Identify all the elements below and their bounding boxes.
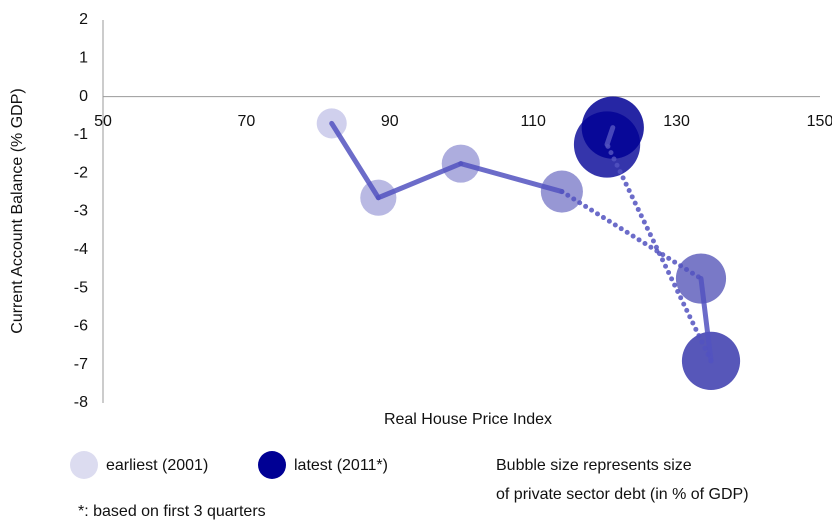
x-tick-label: 50 [94,113,112,130]
legend-label: earliest (2001) [106,457,208,474]
y-tick-label: -4 [74,241,88,258]
y-tick-label: -2 [74,164,88,181]
x-tick-label: 130 [663,113,690,130]
connector [604,125,616,147]
y-tick-label: -5 [74,279,88,296]
x-tick-label: 70 [238,113,256,130]
connector [604,141,714,364]
y-tick-label: 0 [79,88,88,105]
y-tick-label: -7 [74,356,88,373]
connector [559,189,704,282]
y-tick-label: -1 [74,126,88,143]
connector [329,120,381,201]
y-tick-label: 1 [79,50,88,67]
y-tick-label: -8 [74,394,88,411]
legend-swatch [70,451,98,479]
x-tick-label: 110 [520,113,546,130]
legend-swatch [258,451,286,479]
x-tick-label: 150 [807,113,832,130]
connector [698,276,714,364]
x-axis-title: Real House Price Index [384,411,552,428]
connector [458,161,565,195]
x-tick-label: 90 [381,113,399,130]
y-tick-label: -6 [74,318,88,335]
footnote: *: based on first 3 quarters [78,503,266,520]
annotation: of private sector debt (in % of GDP) [496,486,749,503]
y-tick-label: -3 [74,203,88,220]
legend-label: latest (2011*) [294,457,388,474]
connector [375,161,464,201]
y-tick-label: 2 [79,11,88,28]
annotation: Bubble size represents size [496,457,692,474]
y-axis-title: Current Account Balance (% GDP) [9,88,26,333]
